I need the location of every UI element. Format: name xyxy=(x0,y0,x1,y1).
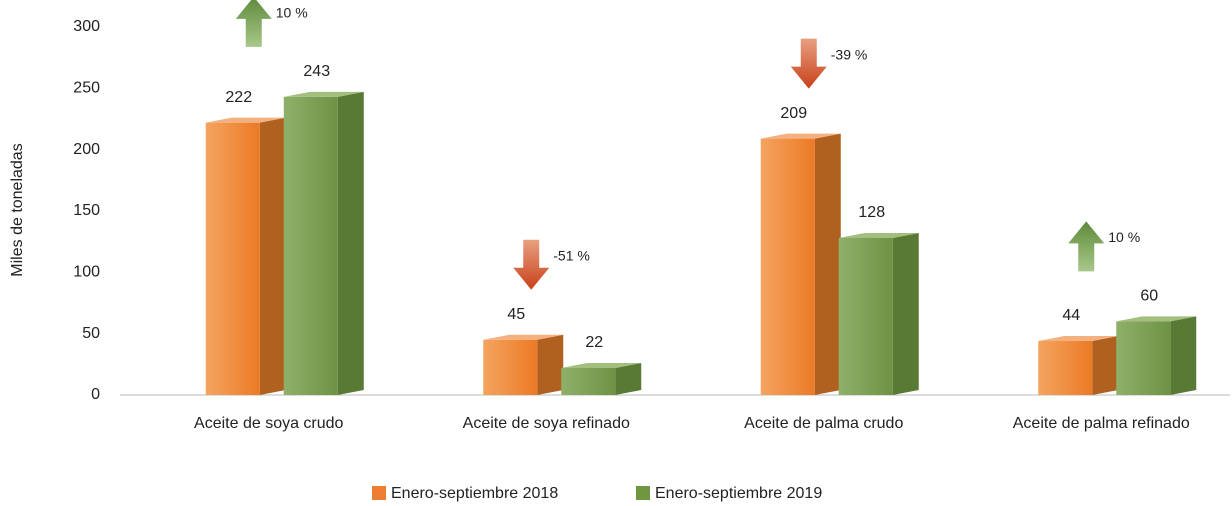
bar-top xyxy=(1038,336,1119,342)
bar-top xyxy=(561,363,642,369)
bar xyxy=(483,334,564,395)
bar xyxy=(1038,336,1119,395)
bar-side xyxy=(814,133,841,396)
bar xyxy=(1116,316,1197,395)
bar xyxy=(205,117,286,396)
bar-front xyxy=(205,122,260,396)
bar-top xyxy=(1116,316,1197,322)
y-tick-label: 50 xyxy=(82,325,100,342)
y-tick-label: 250 xyxy=(73,80,100,97)
data-label: 128 xyxy=(858,204,885,221)
bar-front xyxy=(283,96,338,396)
bar-side xyxy=(892,232,919,395)
bar-front xyxy=(1116,321,1171,395)
bar xyxy=(283,91,364,396)
bar-front xyxy=(760,138,815,396)
change-arrow xyxy=(513,239,550,290)
bar-top xyxy=(838,232,919,238)
bar-side xyxy=(537,334,564,395)
bar-front xyxy=(1038,341,1093,395)
bar-front xyxy=(483,339,538,395)
change-arrow xyxy=(235,0,272,47)
bar-front xyxy=(838,237,893,395)
y-tick-label: 200 xyxy=(73,141,100,158)
x-tick-label: Aceite de soya crudo xyxy=(194,415,344,432)
bar-top xyxy=(483,334,564,340)
y-tick-label: 150 xyxy=(73,202,100,219)
change-arrow xyxy=(790,38,827,89)
data-label: 209 xyxy=(780,105,807,122)
change-label: -51 % xyxy=(553,248,590,264)
y-axis-title: Miles de toneladas xyxy=(9,143,26,276)
bar xyxy=(561,363,642,395)
change-arrow xyxy=(1068,221,1105,272)
bar-top xyxy=(205,117,286,123)
change-label: 10 % xyxy=(276,5,308,21)
y-tick-label: 0 xyxy=(91,386,100,403)
bar-side xyxy=(259,117,286,396)
data-label: 45 xyxy=(507,306,525,323)
legend-label: Enero-septiembre 2018 xyxy=(391,485,558,502)
y-tick-label: 100 xyxy=(73,264,100,281)
bar-side xyxy=(337,91,364,396)
legend-label: Enero-septiembre 2019 xyxy=(655,485,822,502)
x-tick-label: Aceite de soya refinado xyxy=(463,415,630,432)
bar-side xyxy=(1092,336,1119,395)
data-label: 22 xyxy=(585,334,603,351)
bar xyxy=(760,133,841,396)
data-label: 44 xyxy=(1062,307,1080,324)
bar-top xyxy=(760,133,841,139)
bar xyxy=(838,232,919,395)
data-label: 60 xyxy=(1140,288,1158,305)
change-label: 10 % xyxy=(1108,229,1140,245)
bar-front xyxy=(561,368,616,395)
legend-swatch xyxy=(636,486,650,500)
legend-swatch xyxy=(372,486,386,500)
x-tick-label: Aceite de palma refinado xyxy=(1013,415,1190,432)
y-tick-label: 300 xyxy=(73,18,100,35)
bar-side xyxy=(615,363,642,395)
x-tick-label: Aceite de palma crudo xyxy=(744,415,903,432)
change-label: -39 % xyxy=(831,46,868,62)
data-label: 243 xyxy=(303,63,330,80)
data-label: 222 xyxy=(225,89,252,106)
bar-side xyxy=(1170,316,1197,395)
bar-top xyxy=(283,91,364,97)
